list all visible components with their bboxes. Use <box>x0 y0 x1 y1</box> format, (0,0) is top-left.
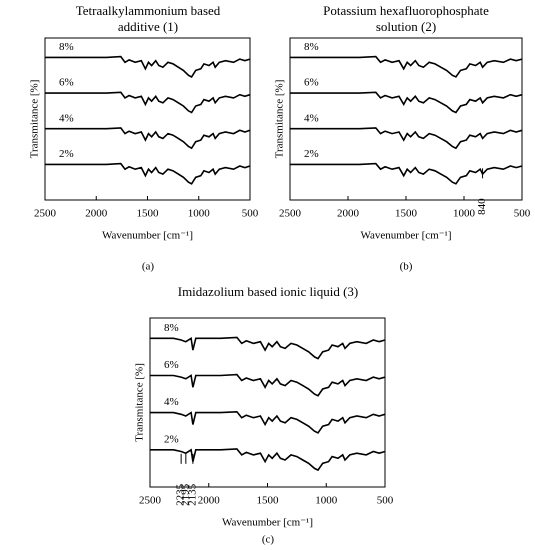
spectrum-line <box>45 162 251 185</box>
x-axis-label: Wavenumber [cm⁻¹] <box>361 230 452 242</box>
series-label: 2% <box>164 433 179 445</box>
annotation-label: 2195 <box>179 483 191 506</box>
x-tick-label: 2500 <box>139 495 162 507</box>
x-tick-label: 2000 <box>85 208 108 220</box>
x-axis-label: Wavenumber [cm⁻¹] <box>222 517 313 529</box>
chart-title: Tetraalkylammonium based <box>76 3 221 18</box>
annotation-label: 840 <box>476 198 488 215</box>
spectrum-line <box>150 410 386 434</box>
series-label: 6% <box>59 77 74 89</box>
chart-title: additive (1) <box>118 19 178 34</box>
panel-label: (a) <box>142 261 155 273</box>
x-tick-label: 1500 <box>395 208 418 220</box>
series-label: 6% <box>304 77 319 89</box>
spectrum-line <box>150 336 386 360</box>
spectrum-line <box>290 127 523 150</box>
x-tick-label: 1000 <box>453 208 476 220</box>
spectrum-line <box>290 55 523 78</box>
x-tick-label: 1500 <box>137 208 160 220</box>
spectrum-line <box>290 162 523 185</box>
x-axis-label: Wavenumber [cm⁻¹] <box>102 230 193 242</box>
annotation-label: 2135 <box>186 483 198 506</box>
x-tick-label: 1000 <box>188 208 211 220</box>
spectrum-line <box>45 127 251 150</box>
x-tick-label: 500 <box>377 495 394 507</box>
x-tick-label: 500 <box>242 208 259 220</box>
spectrum-line <box>45 91 251 114</box>
series-label: 8% <box>304 41 319 53</box>
series-label: 4% <box>59 112 74 124</box>
spectrum-line <box>150 373 386 397</box>
y-axis-label: Transmitance [%] <box>274 80 286 159</box>
spectrum-line <box>45 55 251 78</box>
series-label: 4% <box>164 396 179 408</box>
chart-title: Potassium hexafluorophosphate <box>323 3 489 18</box>
chart-title: solution (2) <box>376 19 436 34</box>
x-tick-label: 2500 <box>279 208 302 220</box>
x-tick-label: 2500 <box>34 208 57 220</box>
x-tick-label: 2000 <box>198 495 221 507</box>
series-label: 2% <box>59 148 74 160</box>
spectrum-line <box>150 448 386 472</box>
x-tick-label: 2000 <box>337 208 360 220</box>
series-label: 6% <box>164 359 179 371</box>
annotation-label: 2235 <box>175 483 187 506</box>
series-label: 8% <box>59 41 74 53</box>
panel-label: (b) <box>400 261 413 273</box>
x-tick-label: 500 <box>514 208 531 220</box>
spectrum-line <box>290 91 523 114</box>
y-axis-label: Transmitance [%] <box>134 363 146 442</box>
x-tick-label: 1000 <box>315 495 338 507</box>
chart-title: Imidazolium based ionic liquid (3) <box>178 284 359 299</box>
y-axis-label: Transmitance [%] <box>29 80 41 159</box>
panel-label: (c) <box>262 534 275 546</box>
series-label: 8% <box>164 322 179 334</box>
x-tick-label: 1500 <box>257 495 280 507</box>
series-label: 2% <box>304 148 319 160</box>
series-label: 4% <box>304 112 319 124</box>
